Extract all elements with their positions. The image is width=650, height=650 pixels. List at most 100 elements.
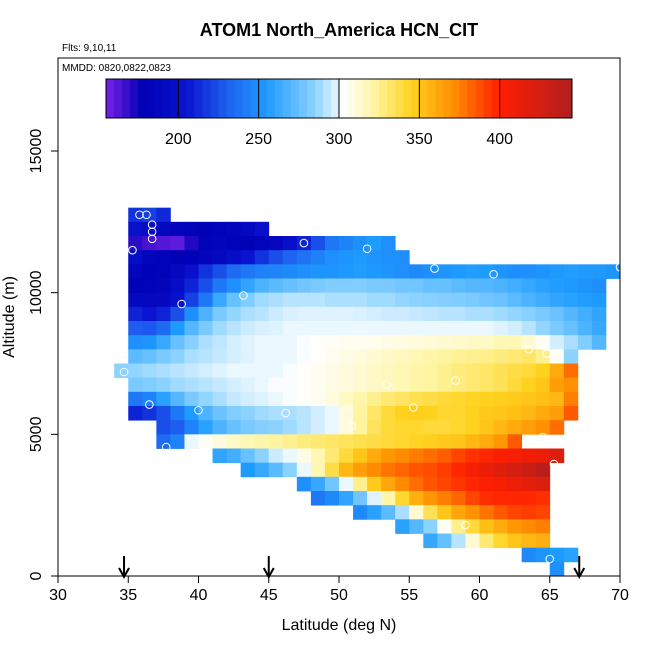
heatmap-cell bbox=[549, 561, 565, 577]
x-tick-label: 70 bbox=[611, 587, 629, 604]
heatmap-cell bbox=[507, 519, 523, 534]
heatmap-cell bbox=[465, 420, 480, 435]
heatmap-cell bbox=[268, 377, 284, 393]
heatmap-cell bbox=[507, 306, 523, 322]
heatmap-cell bbox=[339, 349, 354, 364]
x-axis: 30 35 40 45 50 55 60 65 70 bbox=[49, 576, 629, 604]
heatmap-cell bbox=[282, 264, 298, 279]
heatmap-cell bbox=[465, 462, 480, 478]
heatmap-cell bbox=[240, 377, 256, 393]
heatmap-cell bbox=[409, 264, 424, 279]
colorbar-segment bbox=[419, 79, 428, 118]
heatmap-cell bbox=[156, 420, 171, 435]
heatmap-cell bbox=[381, 321, 396, 336]
arrow-head bbox=[118, 567, 130, 580]
heatmap-cell bbox=[465, 476, 480, 492]
heatmap-cell bbox=[591, 321, 607, 336]
heatmap-cell bbox=[521, 420, 537, 435]
heatmap-cell bbox=[296, 236, 312, 251]
heatmap-cell bbox=[184, 306, 199, 322]
heatmap-cell bbox=[395, 462, 410, 478]
heatmap-cell bbox=[395, 434, 410, 449]
heatmap-cell bbox=[479, 377, 494, 393]
heatmap-cell bbox=[437, 462, 452, 478]
heatmap-cell bbox=[521, 505, 537, 520]
colorbar-segment bbox=[322, 79, 332, 118]
heatmap-cell bbox=[353, 363, 368, 379]
heatmap-cell bbox=[268, 462, 284, 478]
colorbar-segment bbox=[459, 79, 469, 118]
heatmap-cell bbox=[240, 448, 256, 464]
heatmap-cell bbox=[409, 448, 424, 464]
heatmap-cell bbox=[324, 448, 340, 464]
observation-marker bbox=[142, 210, 151, 220]
heatmap-cell bbox=[423, 505, 438, 520]
heatmap-cell bbox=[198, 221, 213, 237]
heatmap-cell bbox=[128, 306, 143, 322]
heatmap-cell bbox=[212, 349, 227, 364]
heatmap-cell bbox=[563, 377, 579, 393]
heatmap-cell bbox=[535, 547, 551, 563]
heatmap-cell bbox=[254, 278, 270, 294]
heatmap-cell bbox=[226, 321, 242, 336]
heatmap-cell bbox=[339, 321, 354, 336]
heatmap-cell bbox=[296, 349, 312, 364]
heatmap-cell bbox=[170, 236, 185, 251]
heatmap-cell bbox=[465, 391, 480, 407]
heatmap-cell bbox=[367, 491, 382, 506]
heatmap-cell bbox=[184, 278, 199, 294]
heatmap-cell bbox=[296, 448, 312, 464]
heatmap-cell bbox=[156, 377, 171, 393]
heatmap-cell bbox=[423, 519, 438, 534]
heatmap-cell bbox=[184, 349, 199, 364]
heatmap-cell bbox=[296, 306, 312, 322]
heatmap-cell bbox=[142, 321, 157, 336]
heatmap-cell bbox=[353, 321, 368, 336]
colorbar-segment bbox=[555, 79, 565, 118]
heatmap-cell bbox=[367, 278, 382, 294]
heatmap-cell bbox=[156, 406, 171, 421]
heatmap-cell bbox=[240, 292, 256, 308]
observation-marker bbox=[489, 269, 498, 279]
heatmap-cell bbox=[367, 264, 382, 279]
heatmap-cell bbox=[339, 377, 354, 393]
heatmap-cell bbox=[296, 278, 312, 294]
heatmap-cell bbox=[170, 292, 185, 308]
heatmap-cell bbox=[114, 363, 129, 379]
heatmap-cell bbox=[521, 448, 537, 464]
heatmap-cell bbox=[353, 420, 368, 435]
heatmap-cell bbox=[268, 250, 284, 265]
heatmap-cell bbox=[563, 406, 579, 421]
heatmap-cell bbox=[268, 292, 284, 308]
observation-marker bbox=[362, 244, 372, 254]
heatmap-cell bbox=[367, 250, 382, 265]
heatmap-cell bbox=[324, 391, 340, 407]
heatmap-cell bbox=[437, 491, 452, 506]
heatmap-cell bbox=[156, 264, 171, 279]
heatmap-cell bbox=[339, 363, 354, 379]
heatmap-cell bbox=[156, 306, 171, 322]
colorbar-segment bbox=[242, 79, 252, 118]
heatmap-cell bbox=[170, 221, 185, 237]
colorbar-segment bbox=[515, 79, 525, 118]
heatmap-cell bbox=[535, 306, 551, 322]
heatmap-cell bbox=[423, 491, 438, 506]
heatmap-cell bbox=[184, 363, 199, 379]
heatmap-cell bbox=[535, 349, 551, 364]
heatmap-cell bbox=[170, 377, 185, 393]
heatmap-cell bbox=[198, 264, 213, 279]
colorbar-segment bbox=[298, 79, 308, 118]
colorbar-tick-label: 250 bbox=[245, 131, 272, 148]
heatmap-cell bbox=[409, 391, 424, 407]
heatmap-cell bbox=[577, 278, 593, 294]
heatmap-cell bbox=[395, 491, 410, 506]
heatmap-cell bbox=[493, 406, 508, 421]
heatmap-cell bbox=[240, 434, 256, 449]
colorbar-segment bbox=[178, 79, 187, 118]
heatmap-cell bbox=[353, 264, 368, 279]
heatmap-cell bbox=[226, 377, 242, 393]
heatmap-cell bbox=[367, 349, 382, 364]
heatmap-cell bbox=[226, 292, 242, 308]
heatmap-cell bbox=[339, 335, 354, 350]
heatmap-cell bbox=[170, 306, 185, 322]
